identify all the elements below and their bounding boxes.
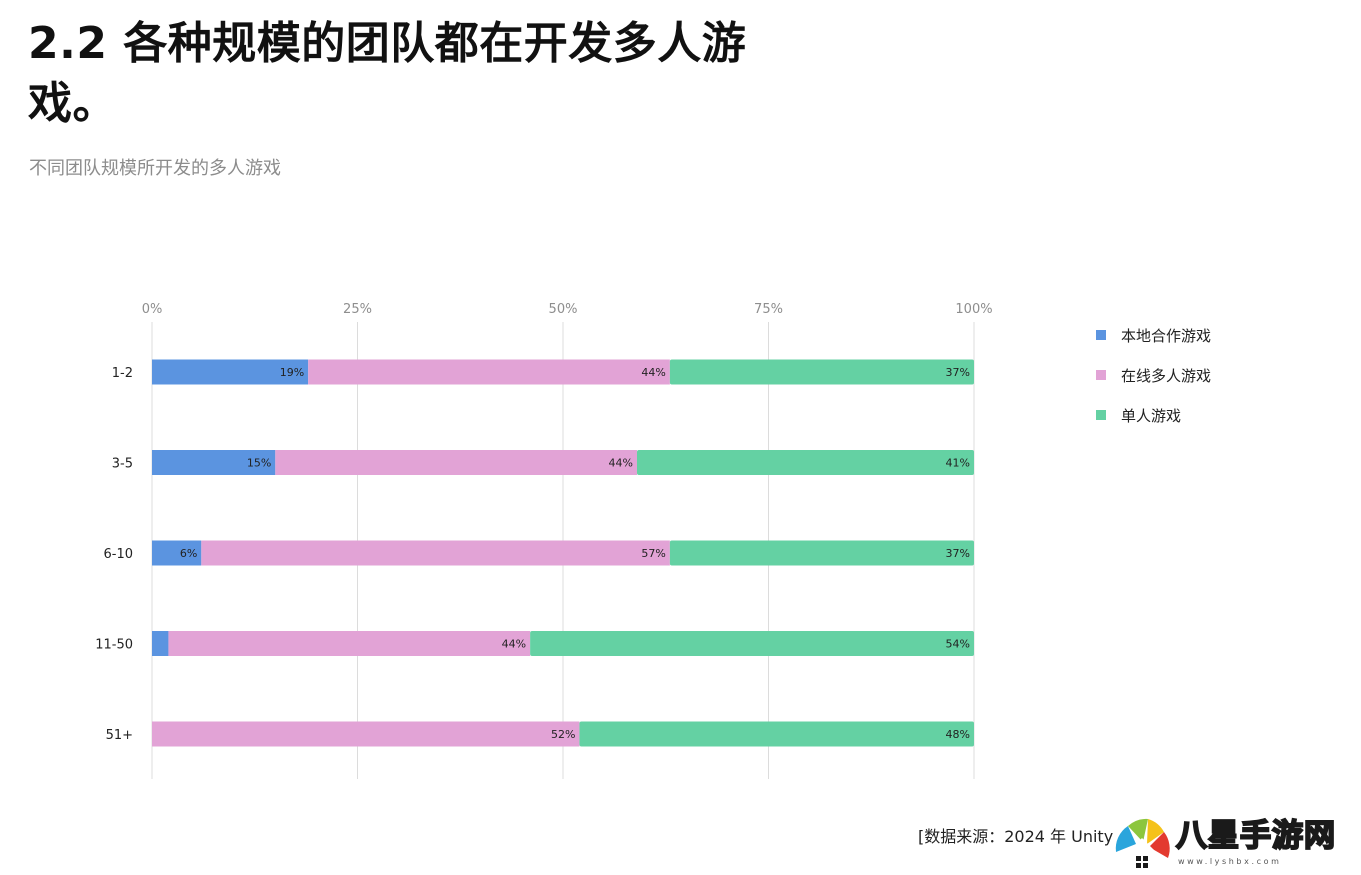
y-axis-categories: 1-2 3-5 6-10 11-50 51+ <box>95 366 133 743</box>
data-label: 44% <box>641 366 665 379</box>
bar-segment <box>152 631 169 656</box>
category-label: 51+ <box>106 728 133 743</box>
bar-segment <box>168 631 531 656</box>
category-label: 1-2 <box>112 366 133 381</box>
legend-label: 单人游戏 <box>1121 407 1181 425</box>
bar-segment <box>669 540 974 566</box>
bar-segment <box>201 540 670 566</box>
page-title: 2.2 各种规模的团队都在开发多人游戏。 <box>28 18 747 129</box>
legend-label: 本地合作游戏 <box>1121 327 1211 345</box>
data-label: 44% <box>609 457 633 470</box>
data-label: 52% <box>551 728 575 741</box>
bar-segment <box>152 450 276 475</box>
data-label: 19% <box>280 366 304 379</box>
legend-swatch <box>1096 370 1106 380</box>
legend-swatch <box>1096 410 1106 420</box>
bar-segment <box>669 359 974 385</box>
bars: 19%44%37%15%44%41%6%57%37%2%44%54%0%52%4… <box>152 359 974 747</box>
category-label: 6-10 <box>103 547 133 562</box>
bar-segment <box>636 450 974 475</box>
data-label: 54% <box>946 638 970 651</box>
data-label: 15% <box>247 457 271 470</box>
bar-segment <box>530 631 974 656</box>
legend-label: 在线多人游戏 <box>1121 367 1211 385</box>
bar-segment <box>579 721 974 747</box>
x-tick-label: 25% <box>343 302 372 317</box>
x-tick-label: 75% <box>754 302 783 317</box>
category-label: 11-50 <box>95 638 133 653</box>
watermark-logo-icon <box>1115 818 1170 868</box>
x-tick-label: 100% <box>955 302 992 317</box>
x-axis-ticks: 0% 25% 50% 75% 100% <box>142 302 993 317</box>
data-source-note: [数据来源：2024 年 Unity <box>918 827 1114 846</box>
x-tick-label: 0% <box>142 302 163 317</box>
watermark-text: 八星手游网 <box>1175 817 1336 855</box>
watermark-url: www.lyshbx.com <box>1178 857 1282 866</box>
bar-segment <box>308 359 670 385</box>
legend-swatch <box>1096 330 1106 340</box>
bar-segment <box>152 721 580 747</box>
bar-segment <box>152 359 309 385</box>
bar-segment <box>275 450 637 475</box>
category-label: 3-5 <box>112 457 133 472</box>
data-label: 44% <box>502 638 526 651</box>
data-label: 57% <box>641 547 665 560</box>
data-label: 6% <box>180 547 197 560</box>
chart-subtitle: 不同团队规模所开发的多人游戏 <box>29 158 281 179</box>
watermark: 八星手游网 www.lyshbx.com <box>1112 814 1356 872</box>
x-tick-label: 50% <box>549 302 578 317</box>
data-label: 41% <box>946 457 970 470</box>
bar-segment <box>152 540 202 566</box>
data-label: 37% <box>946 366 970 379</box>
data-label: 48% <box>946 728 970 741</box>
data-label: 37% <box>946 547 970 560</box>
